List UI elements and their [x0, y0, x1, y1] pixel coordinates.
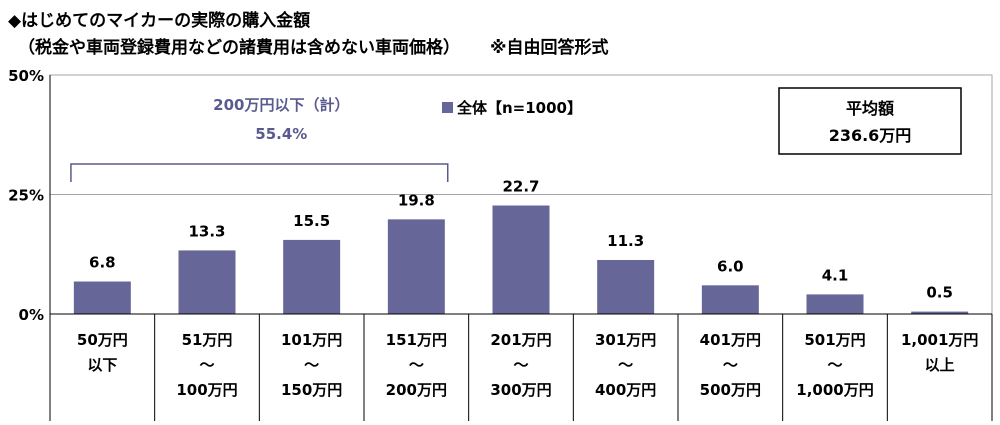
bar-value-label: 22.7: [502, 177, 539, 195]
x-tick-label: 151万円: [386, 331, 447, 349]
bar: [178, 250, 236, 314]
bar: [701, 285, 759, 314]
bar: [73, 281, 131, 314]
x-tick-label: 以上: [925, 356, 955, 374]
bracket-value: 55.4%: [255, 125, 307, 143]
bar-value-label: 6.8: [89, 253, 116, 271]
x-tick-label: 51万円: [182, 331, 233, 349]
x-tick-label: ～: [409, 356, 424, 374]
x-tick-label: 1,001万円: [901, 331, 978, 349]
bar-value-label: 19.8: [398, 191, 435, 209]
x-tick-label: 150万円: [281, 381, 342, 399]
legend-swatch: [442, 102, 453, 113]
bar: [492, 205, 550, 314]
bar-value-label: 4.1: [822, 266, 849, 284]
chart-subtitle-row: （税金や車両登録費用などの諸費用は含めない車両価格） ※自由回答形式: [18, 33, 609, 58]
y-tick-label: 0%: [19, 306, 44, 324]
bar-value-label: 15.5: [293, 212, 330, 230]
bar-value-label: 0.5: [926, 284, 953, 302]
y-tick-label: 50%: [8, 67, 44, 85]
average-value: 236.6万円: [829, 126, 912, 145]
x-tick-label: 301万円: [595, 331, 656, 349]
bar: [597, 259, 655, 314]
bar-value-label: 6.0: [717, 257, 744, 275]
y-tick-label: 25%: [8, 187, 44, 205]
x-tick-label: 200万円: [386, 381, 447, 399]
answer-format-note: ※自由回答形式: [490, 38, 609, 58]
average-box-frame: [778, 87, 962, 155]
bar: [806, 294, 864, 314]
bar: [911, 311, 969, 314]
x-tick-label: 401万円: [700, 331, 761, 349]
bar-value-label: 11.3: [607, 232, 644, 250]
x-tick-label: 1,000万円: [796, 381, 873, 399]
average-box: 平均額 236.6万円: [778, 87, 962, 155]
bar-layer: [73, 205, 969, 314]
bar-value-label: 13.3: [188, 222, 225, 240]
x-tick-label: ～: [199, 356, 214, 374]
x-tick-label: ～: [304, 356, 319, 374]
x-tick-label: 以下: [87, 356, 117, 374]
bar: [387, 219, 445, 314]
x-tick-label: 201万円: [490, 331, 551, 349]
chart-title: ◆はじめてのマイカーの実際の購入金額: [8, 11, 311, 31]
legend: 全体【n=1000】: [442, 99, 582, 117]
legend-label: 全体【n=1000】: [456, 99, 582, 117]
bracket-label: 200万円以下（計）: [213, 96, 349, 114]
x-tick-label: ～: [723, 356, 738, 374]
x-tick-label: ～: [827, 356, 842, 374]
average-label: 平均額: [846, 99, 894, 118]
y-axis: 0% 25% 50%: [8, 67, 51, 324]
bracket-line: [70, 163, 449, 182]
x-tick-label: ～: [618, 356, 633, 374]
chart-subtitle: （税金や車両登録費用などの諸費用は含めない車両価格）: [18, 38, 460, 58]
x-tick-label: ～: [513, 356, 528, 374]
x-tick-label: 50万円: [77, 331, 128, 349]
value-label-layer: 6.8 13.3 15.5 19.8 22.7 11.3 6.0 4.1 0.5: [89, 177, 953, 301]
x-tick-label: 500万円: [700, 381, 761, 399]
bracket-annotation: 200万円以下（計） 55.4%: [70, 96, 449, 182]
x-tick-label: 501万円: [804, 331, 865, 349]
x-tick-label: 300万円: [490, 381, 551, 399]
x-tick-label: 400万円: [595, 381, 656, 399]
bar: [283, 239, 341, 314]
x-tick-label: 101万円: [281, 331, 342, 349]
x-tick-label: 100万円: [176, 381, 237, 399]
